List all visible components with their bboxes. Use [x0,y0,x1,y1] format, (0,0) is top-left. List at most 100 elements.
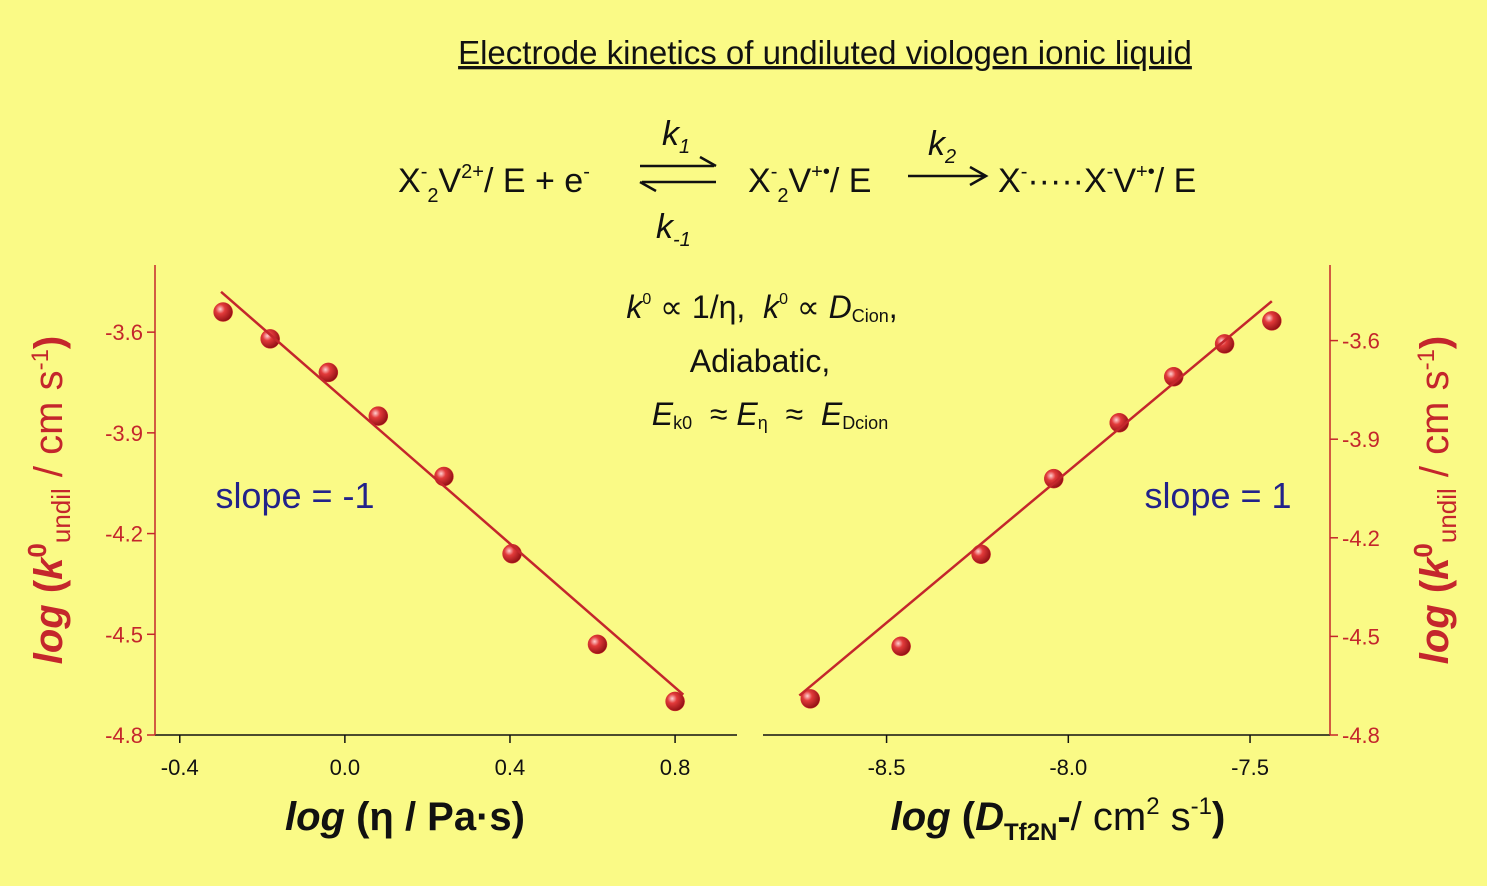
data-point [665,691,685,712]
relation-part: k0 [673,413,692,433]
label-part: -1 [1413,349,1440,370]
label-part: -1 [27,349,54,370]
label-part: log [285,795,345,839]
scheme-part: / E + e [484,162,583,200]
relation-part: D [829,289,852,325]
relation-line: Ek0 ≈ Eη ≈ EDcion [652,396,888,433]
slope-annotation: slope = 1 [1144,475,1291,516]
y-tick-label: -4.8 [105,723,143,748]
relation-part: ≈ [692,396,736,432]
relation-part: 0 [779,291,788,308]
label-part: k [1413,556,1457,580]
y-axis-label: log (k0undil / cm s-1) [1408,336,1462,665]
x-tick-label: 0.4 [495,755,526,780]
scheme-reactant: X-2V2+/ E + e- [398,161,590,207]
x-tick-label: -8.5 [868,755,906,780]
scheme-part: - [771,161,778,183]
data-point [260,329,280,349]
title: Electrode kinetics of undiluted viologen… [458,34,1192,71]
scheme-part: 2+ [461,161,484,183]
y-tick-label: -3.6 [1342,329,1380,354]
data-point [318,362,339,383]
data-point [1109,413,1129,433]
x-axis-label: log (DTf2N-/ cm2 s-1) [891,793,1226,846]
scheme-product: X-·····X-V+•/ E [998,161,1196,200]
relation-part: , [889,289,898,325]
label-part: ) [1413,336,1457,349]
fit-line [798,300,1273,697]
data-point [213,302,233,322]
scheme-part: V [788,162,811,200]
slope-annotation: slope = -1 [215,475,374,516]
scheme-part: 2 [427,185,438,207]
rate-k2: k2 [928,125,956,168]
data-point [1044,468,1064,489]
label-part: D [975,795,1004,839]
rate-k-1: k-1 [656,208,691,251]
x-tick-label: 0.8 [660,755,691,780]
relation-part: 0 [642,291,651,308]
scheme-intermediate: X-2V+•/ E [748,161,871,207]
y-tick-label: -4.2 [1342,526,1380,551]
label-part: log [27,604,71,664]
y-tick-label: -4.5 [105,622,143,647]
label-part: log [1413,604,1457,664]
label-part: s [1160,795,1191,839]
label-part: (η / Pa·s) [345,795,525,839]
scheme-part: / E [1155,162,1197,200]
scheme-part: V [1113,162,1136,200]
label-part: ( [27,579,71,604]
label-part: - [1057,795,1070,839]
scheme-part: / E [830,162,872,200]
forward-arrow [908,165,989,187]
data-point [971,544,991,564]
relation-part: Cion [852,306,889,326]
rate-k1: k1 [662,115,690,158]
data-point [434,466,454,487]
data-point [1214,334,1235,354]
relation-part: η [758,413,768,433]
x-tick-label: -8.0 [1049,755,1087,780]
label-part: 0 [22,543,52,557]
relation-part: k [626,289,644,325]
scheme-part: - [421,161,428,183]
relation-line: Adiabatic, [690,343,831,379]
y-tick-label: -3.9 [105,421,143,446]
scheme-part: - [583,161,590,183]
label-part: undil [46,488,76,543]
data-point [1262,311,1282,331]
relation-part: E [736,396,758,432]
label-part: Tf2N [1004,819,1057,846]
scheme-part: ·····X [1027,162,1106,200]
fit-line [220,290,685,696]
scheme-part: 1 [679,136,690,158]
y-axis-label: log (k0undil / cm s-1) [22,336,76,665]
scheme-part: -1 [673,229,691,251]
relation-part: ≈ [768,396,821,432]
relation-line: k0 ∝ 1/η, k0 ∝ DCion, [626,289,897,326]
label-part: ( [951,795,976,839]
scheme-part: V [438,162,461,200]
relation-part: ∝ [788,289,829,325]
y-tick-label: -4.8 [1342,723,1380,748]
label-part: ) [1212,795,1225,839]
scheme-part: 2 [777,185,788,207]
label-part: ( [1413,579,1457,604]
relation-part: ∝ 1/η, [651,289,763,325]
label-part: 2 [1146,793,1159,820]
y-tick-label: -3.6 [105,320,143,345]
label-part: k [27,556,71,580]
label-part: undil [1432,488,1462,543]
scheme-part: k [928,125,947,163]
relation-part: Dcion [842,413,888,433]
scheme-part: X [748,162,771,200]
data-point [891,636,911,657]
scheme-part: +• [1136,161,1155,183]
x-tick-label: -0.4 [161,755,199,780]
equilibrium-arrows [639,155,717,193]
relation-part: E [821,396,843,432]
x-axis-label: log (η / Pa·s) [285,795,525,839]
data-point [587,634,608,655]
